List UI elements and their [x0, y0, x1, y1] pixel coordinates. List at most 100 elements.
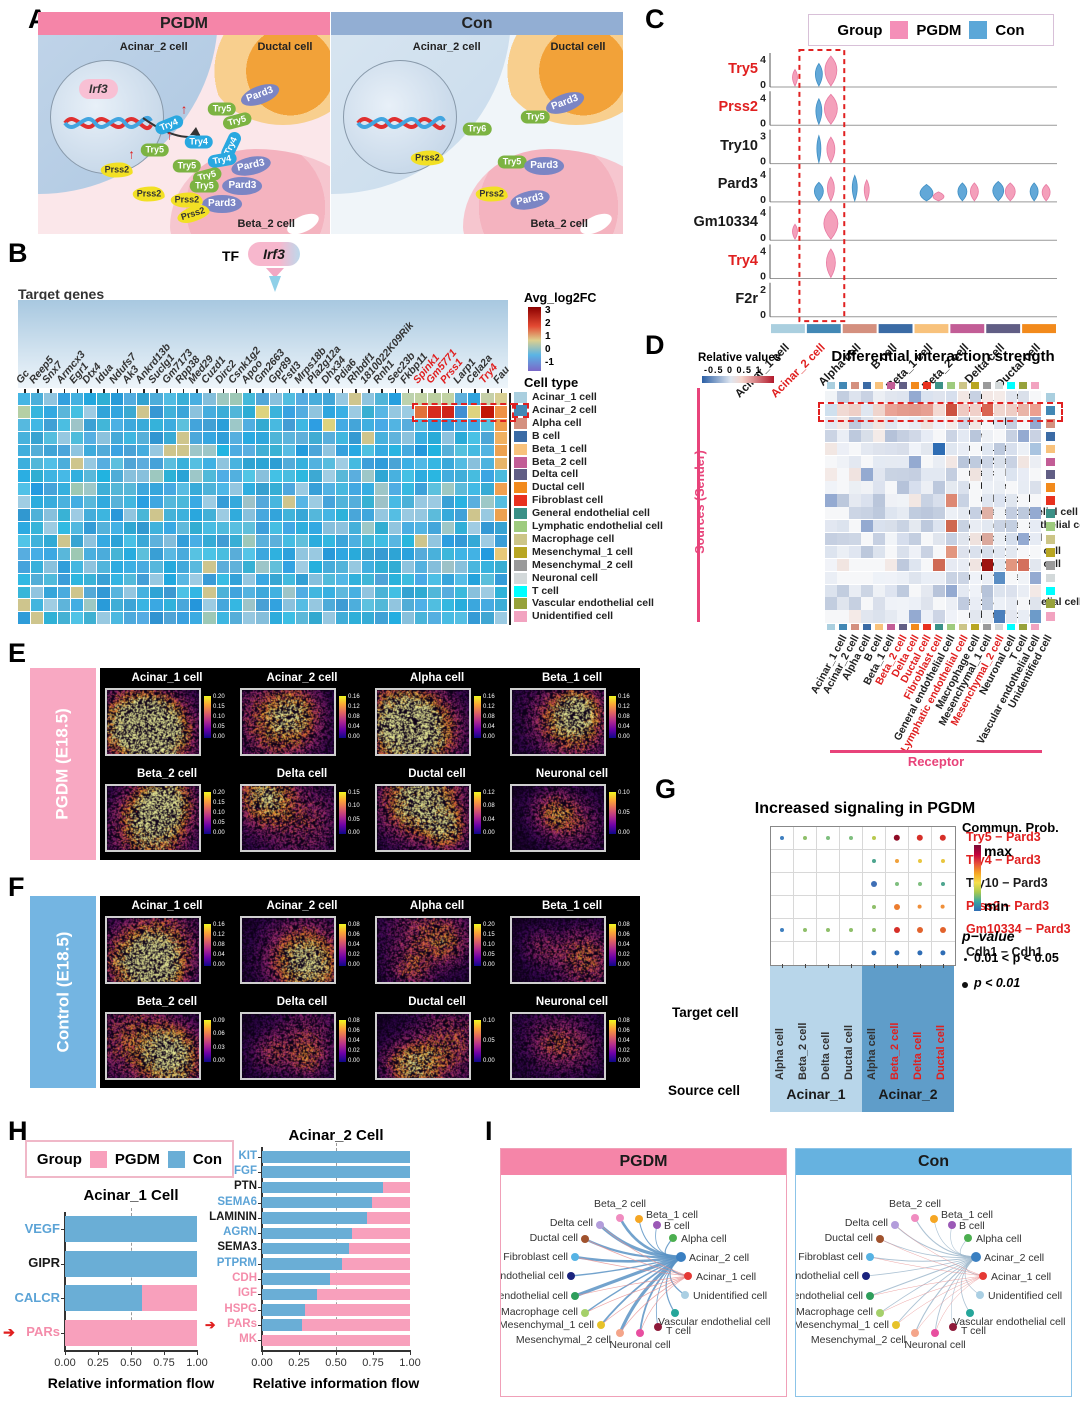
d-col-annot-bottom [910, 624, 919, 631]
h-bar-tick [61, 1298, 65, 1299]
g-group-bg [862, 964, 954, 1112]
heatmap-cell [216, 431, 229, 444]
heatmap-cell [31, 612, 44, 625]
heatmap-cell [57, 457, 70, 470]
d-heatmap-cell [837, 520, 849, 533]
heatmap-cell [415, 560, 428, 573]
g-group-bg [770, 964, 862, 1112]
colorbar-tick: 0.08 [348, 922, 360, 928]
colorbar-tick: 0.00 [348, 962, 360, 968]
heatmap-cell [349, 599, 362, 612]
heatmap-cell [163, 509, 176, 521]
molecule-try5: Try5 [521, 110, 550, 124]
d-row-annot [1045, 457, 1055, 467]
h-x-tick-label: 0.50 [120, 1357, 142, 1369]
h-bar-tick [258, 1340, 262, 1342]
d-row-annot [1045, 573, 1055, 583]
i-node-label: General endothelial cell [796, 1270, 859, 1282]
heatmap-cell [110, 431, 123, 444]
colorbar-tick: 0.16 [213, 922, 225, 928]
heatmap-cell [309, 393, 322, 405]
gene-tick [169, 389, 172, 394]
heatmap-cell [190, 418, 203, 431]
cell-type-label: Acinar_2 cell [532, 403, 597, 416]
heatmap-cell [229, 560, 243, 573]
i-network-box-con: Con Beta_2 cell Beta_1 cell B cell Alpha cel… [795, 1148, 1072, 1397]
d-heatmap-cell [897, 610, 909, 623]
d-heatmap-cell [945, 455, 958, 468]
heatmap-cell [269, 599, 282, 612]
d-heatmap-cell [1005, 558, 1018, 572]
b-gene-header-bg [18, 300, 508, 388]
heatmap-cell [296, 483, 309, 496]
colorbar-tick: 0.00 [213, 1058, 225, 1064]
heatmap-cell [454, 612, 468, 625]
heatmap-cell [454, 586, 468, 599]
heatmap-cell [322, 470, 335, 483]
h-bar-label: CALCR [14, 1289, 61, 1305]
d-heatmap-cell [849, 403, 861, 417]
spatial-plot [105, 1012, 201, 1080]
h-x-tick-label: 1.00 [399, 1357, 421, 1369]
heatmap-cell [428, 418, 441, 431]
d-heatmap-cell [861, 584, 873, 597]
heatmap-cell [57, 547, 70, 560]
heatmap-cell [441, 560, 454, 573]
heatmap-cell [415, 522, 428, 534]
heatmap-cell [322, 509, 335, 521]
c-gene-label: Try5 [728, 61, 758, 77]
heatmap-cell [322, 573, 335, 586]
i-node [949, 1323, 957, 1331]
d-heatmap-cell [1005, 455, 1018, 468]
heatmap-cell [481, 599, 494, 612]
h-bar-con [262, 1288, 317, 1301]
heatmap-cell [97, 483, 110, 496]
heatmap-cell [70, 509, 84, 521]
spatial-colorbar [609, 792, 616, 834]
heatmap-cell [309, 534, 322, 547]
heatmap-cell [468, 431, 481, 444]
d-heatmap-cell [945, 558, 958, 572]
h-x-tick [262, 1351, 263, 1355]
heatmap-cell [388, 444, 401, 457]
heatmap-cell [70, 393, 84, 405]
red-arrow-icon: ➔ [3, 1323, 15, 1340]
d-heatmap-cell [897, 597, 909, 610]
heatmap-cell [203, 470, 216, 483]
spatial-density-canvas [512, 786, 604, 850]
heatmap-cell [468, 599, 481, 612]
violin-pgdm [823, 93, 838, 125]
a-beta-label: Beta_2 cell [237, 218, 295, 231]
d-heatmap-cell [861, 571, 873, 584]
d-heatmap-cell [837, 494, 849, 507]
heatmap-cell [97, 522, 110, 534]
heatmap-cell [375, 573, 388, 586]
heatmap-cell [137, 612, 150, 625]
spatial-density-canvas [512, 918, 604, 982]
heatmap-cell [415, 393, 428, 405]
d-heatmap-cell [837, 416, 849, 430]
g-dot [848, 927, 853, 932]
heatmap-cell [362, 496, 375, 509]
i-node [596, 1221, 604, 1229]
heatmap-cell [454, 599, 468, 612]
heatmap-cell [296, 431, 309, 444]
a-group-header: PGDM [38, 12, 330, 35]
d-heatmap-cell [921, 429, 933, 443]
d-heatmap-cell [1029, 403, 1042, 417]
d-heatmap-cell [993, 597, 1006, 610]
d-heatmap-cell [849, 468, 861, 481]
heatmap-cell [84, 418, 97, 431]
g-grid-frame [770, 826, 956, 966]
heatmap-cell [31, 509, 44, 521]
heatmap-cell [44, 483, 57, 496]
heatmap-cell [229, 457, 243, 470]
i-edge [879, 1238, 977, 1258]
heatmap-cell [31, 405, 44, 418]
d-heatmap-cell [1017, 429, 1030, 443]
heatmap-cell [282, 534, 296, 547]
d-col-annot-bottom [886, 624, 895, 631]
d-heatmap-cell [945, 494, 958, 507]
spatial-tile: Acinar_2 cell 0.16 0.12 0.08 0.04 0.00 [235, 670, 369, 762]
colorbar-tick: 0.06 [348, 932, 360, 938]
